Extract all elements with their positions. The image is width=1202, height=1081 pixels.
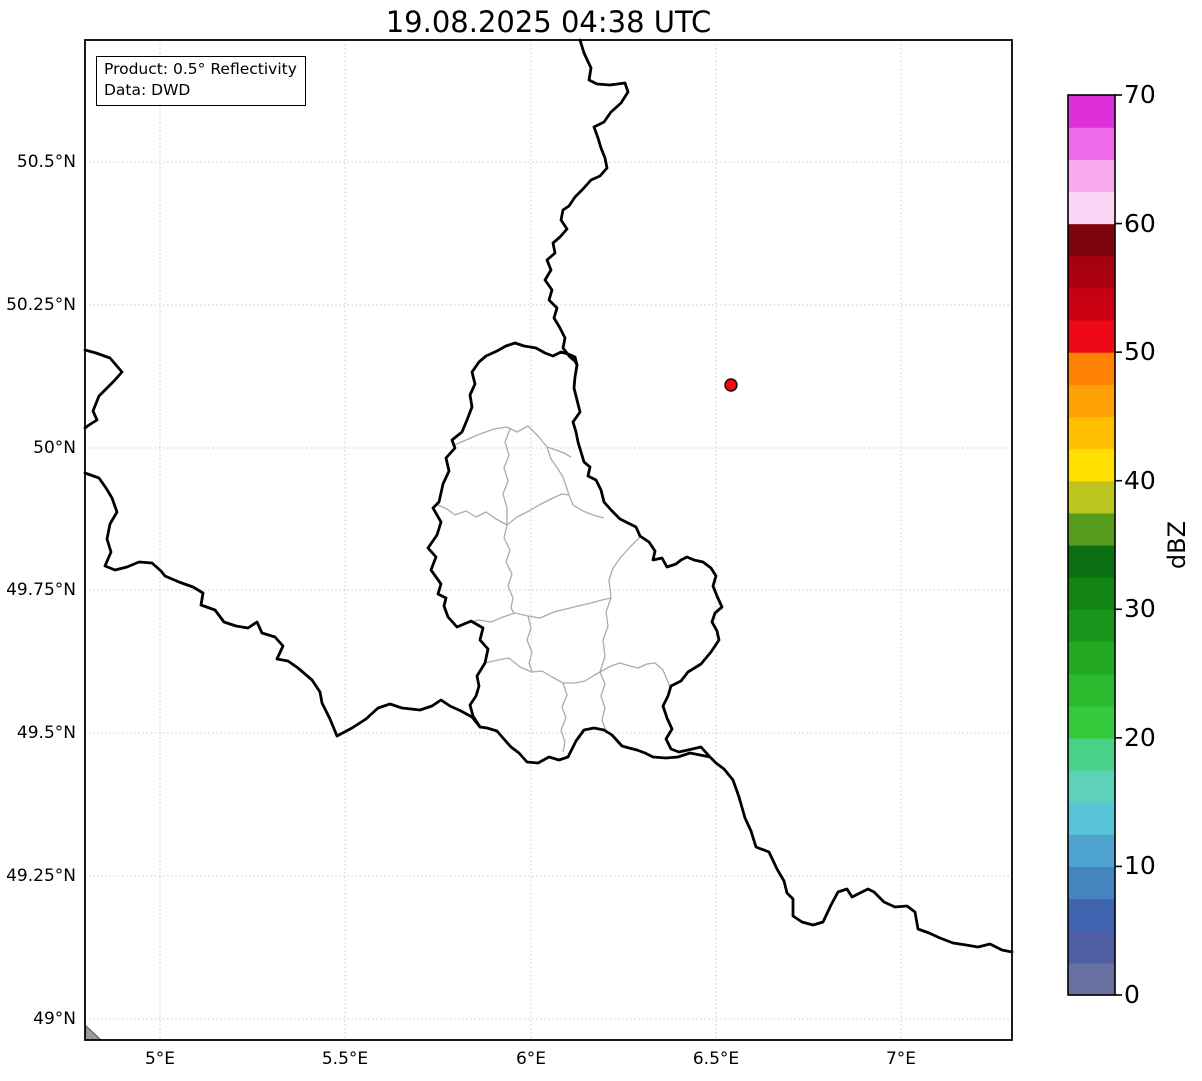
france-belgium-west-bump-border xyxy=(83,348,124,430)
colorbar-segment xyxy=(1068,512,1115,546)
colorbar-segment xyxy=(1068,737,1115,771)
colorbar-segment xyxy=(1068,95,1115,128)
district-border xyxy=(503,524,515,614)
district-border xyxy=(546,446,572,458)
colorbar-segment xyxy=(1068,416,1115,450)
y-tick-label: 49°N xyxy=(33,1009,76,1029)
colorbar-frame xyxy=(1067,94,1116,996)
colorbar-segment xyxy=(1068,866,1115,900)
district-border xyxy=(526,615,533,672)
plot-title: 19.08.2025 04:38 UTC xyxy=(385,5,712,39)
colorbar-segment xyxy=(1068,287,1115,321)
x-tick-label: 6°E xyxy=(515,1049,547,1069)
colorbar-segment xyxy=(1068,641,1115,675)
product-info-line: Product: 0.5° Reflectivity xyxy=(104,60,297,78)
colorbar-tick-label: 10 xyxy=(1124,851,1156,881)
colorbar-segment xyxy=(1068,898,1115,932)
colorbar-segment xyxy=(1068,352,1115,385)
colorbar-segment xyxy=(1068,448,1115,482)
colorbar-segment xyxy=(1068,962,1115,996)
district-border xyxy=(599,597,612,673)
district-border xyxy=(560,682,568,753)
district-border xyxy=(546,446,605,519)
y-tick-label: 50°N xyxy=(33,438,76,458)
colorbar-segment xyxy=(1068,480,1115,514)
district-border xyxy=(484,657,671,688)
district-border xyxy=(451,425,548,448)
colorbar-unit-label: dBZ xyxy=(1163,520,1191,570)
france-germany-border xyxy=(708,755,1014,954)
data-source-line: Data: DWD xyxy=(104,80,191,99)
x-tick-label: 5.5°E xyxy=(321,1049,369,1069)
colorbar-segment xyxy=(1068,320,1115,353)
colorbar-tick-label: 60 xyxy=(1124,208,1156,238)
colorbar-segment xyxy=(1068,127,1115,160)
x-tick-label: 7°E xyxy=(885,1049,917,1069)
corner-land-patch xyxy=(84,1023,103,1041)
colorbar-segment xyxy=(1068,834,1115,868)
district-border xyxy=(437,493,570,526)
product-info-box: Product: 0.5° Reflectivity Data: DWD xyxy=(96,56,306,106)
colorbar-segment xyxy=(1068,673,1115,707)
luxembourg-border xyxy=(426,341,724,765)
detection-marker xyxy=(724,378,738,392)
colorbar-segment xyxy=(1068,802,1115,835)
y-tick-label: 49.25°N xyxy=(6,866,76,886)
district-border xyxy=(456,597,612,628)
colorbar-segment xyxy=(1068,223,1115,257)
colorbar-tick-label: 70 xyxy=(1124,80,1156,109)
colorbar-segment xyxy=(1068,770,1115,803)
y-tick-label: 49.75°N xyxy=(6,580,76,600)
x-tick-label: 6.5°E xyxy=(692,1049,740,1069)
colorbar-segment xyxy=(1068,577,1115,610)
colorbar-segment xyxy=(1068,705,1115,739)
x-tick-label: 5°E xyxy=(144,1049,176,1069)
colorbar-segment xyxy=(1068,609,1115,643)
colorbar-segment xyxy=(1068,545,1115,578)
district-border xyxy=(608,536,641,599)
colorbar-segment xyxy=(1068,384,1115,418)
y-tick-label: 50.25°N xyxy=(6,295,76,315)
district-border xyxy=(599,671,607,732)
district-border xyxy=(502,428,511,525)
colorbar-tick-label: 20 xyxy=(1124,722,1156,752)
y-tick-label: 49.5°N xyxy=(16,723,76,743)
colorbar-segment xyxy=(1068,930,1115,964)
colorbar-tick-label: 0 xyxy=(1124,980,1140,1009)
colorbar-tick-label: 50 xyxy=(1124,337,1156,367)
france-belgium-border xyxy=(83,471,482,738)
colorbar-segment xyxy=(1068,255,1115,289)
colorbar-segment xyxy=(1068,191,1115,225)
colorbar-segment xyxy=(1068,159,1115,193)
y-tick-label: 50.5°N xyxy=(16,152,76,172)
colorbar-tick-label: 40 xyxy=(1124,465,1156,495)
belgium-germany-border xyxy=(543,38,630,367)
axes-frame xyxy=(84,39,1013,1041)
colorbar-tick-label: 30 xyxy=(1124,594,1156,624)
